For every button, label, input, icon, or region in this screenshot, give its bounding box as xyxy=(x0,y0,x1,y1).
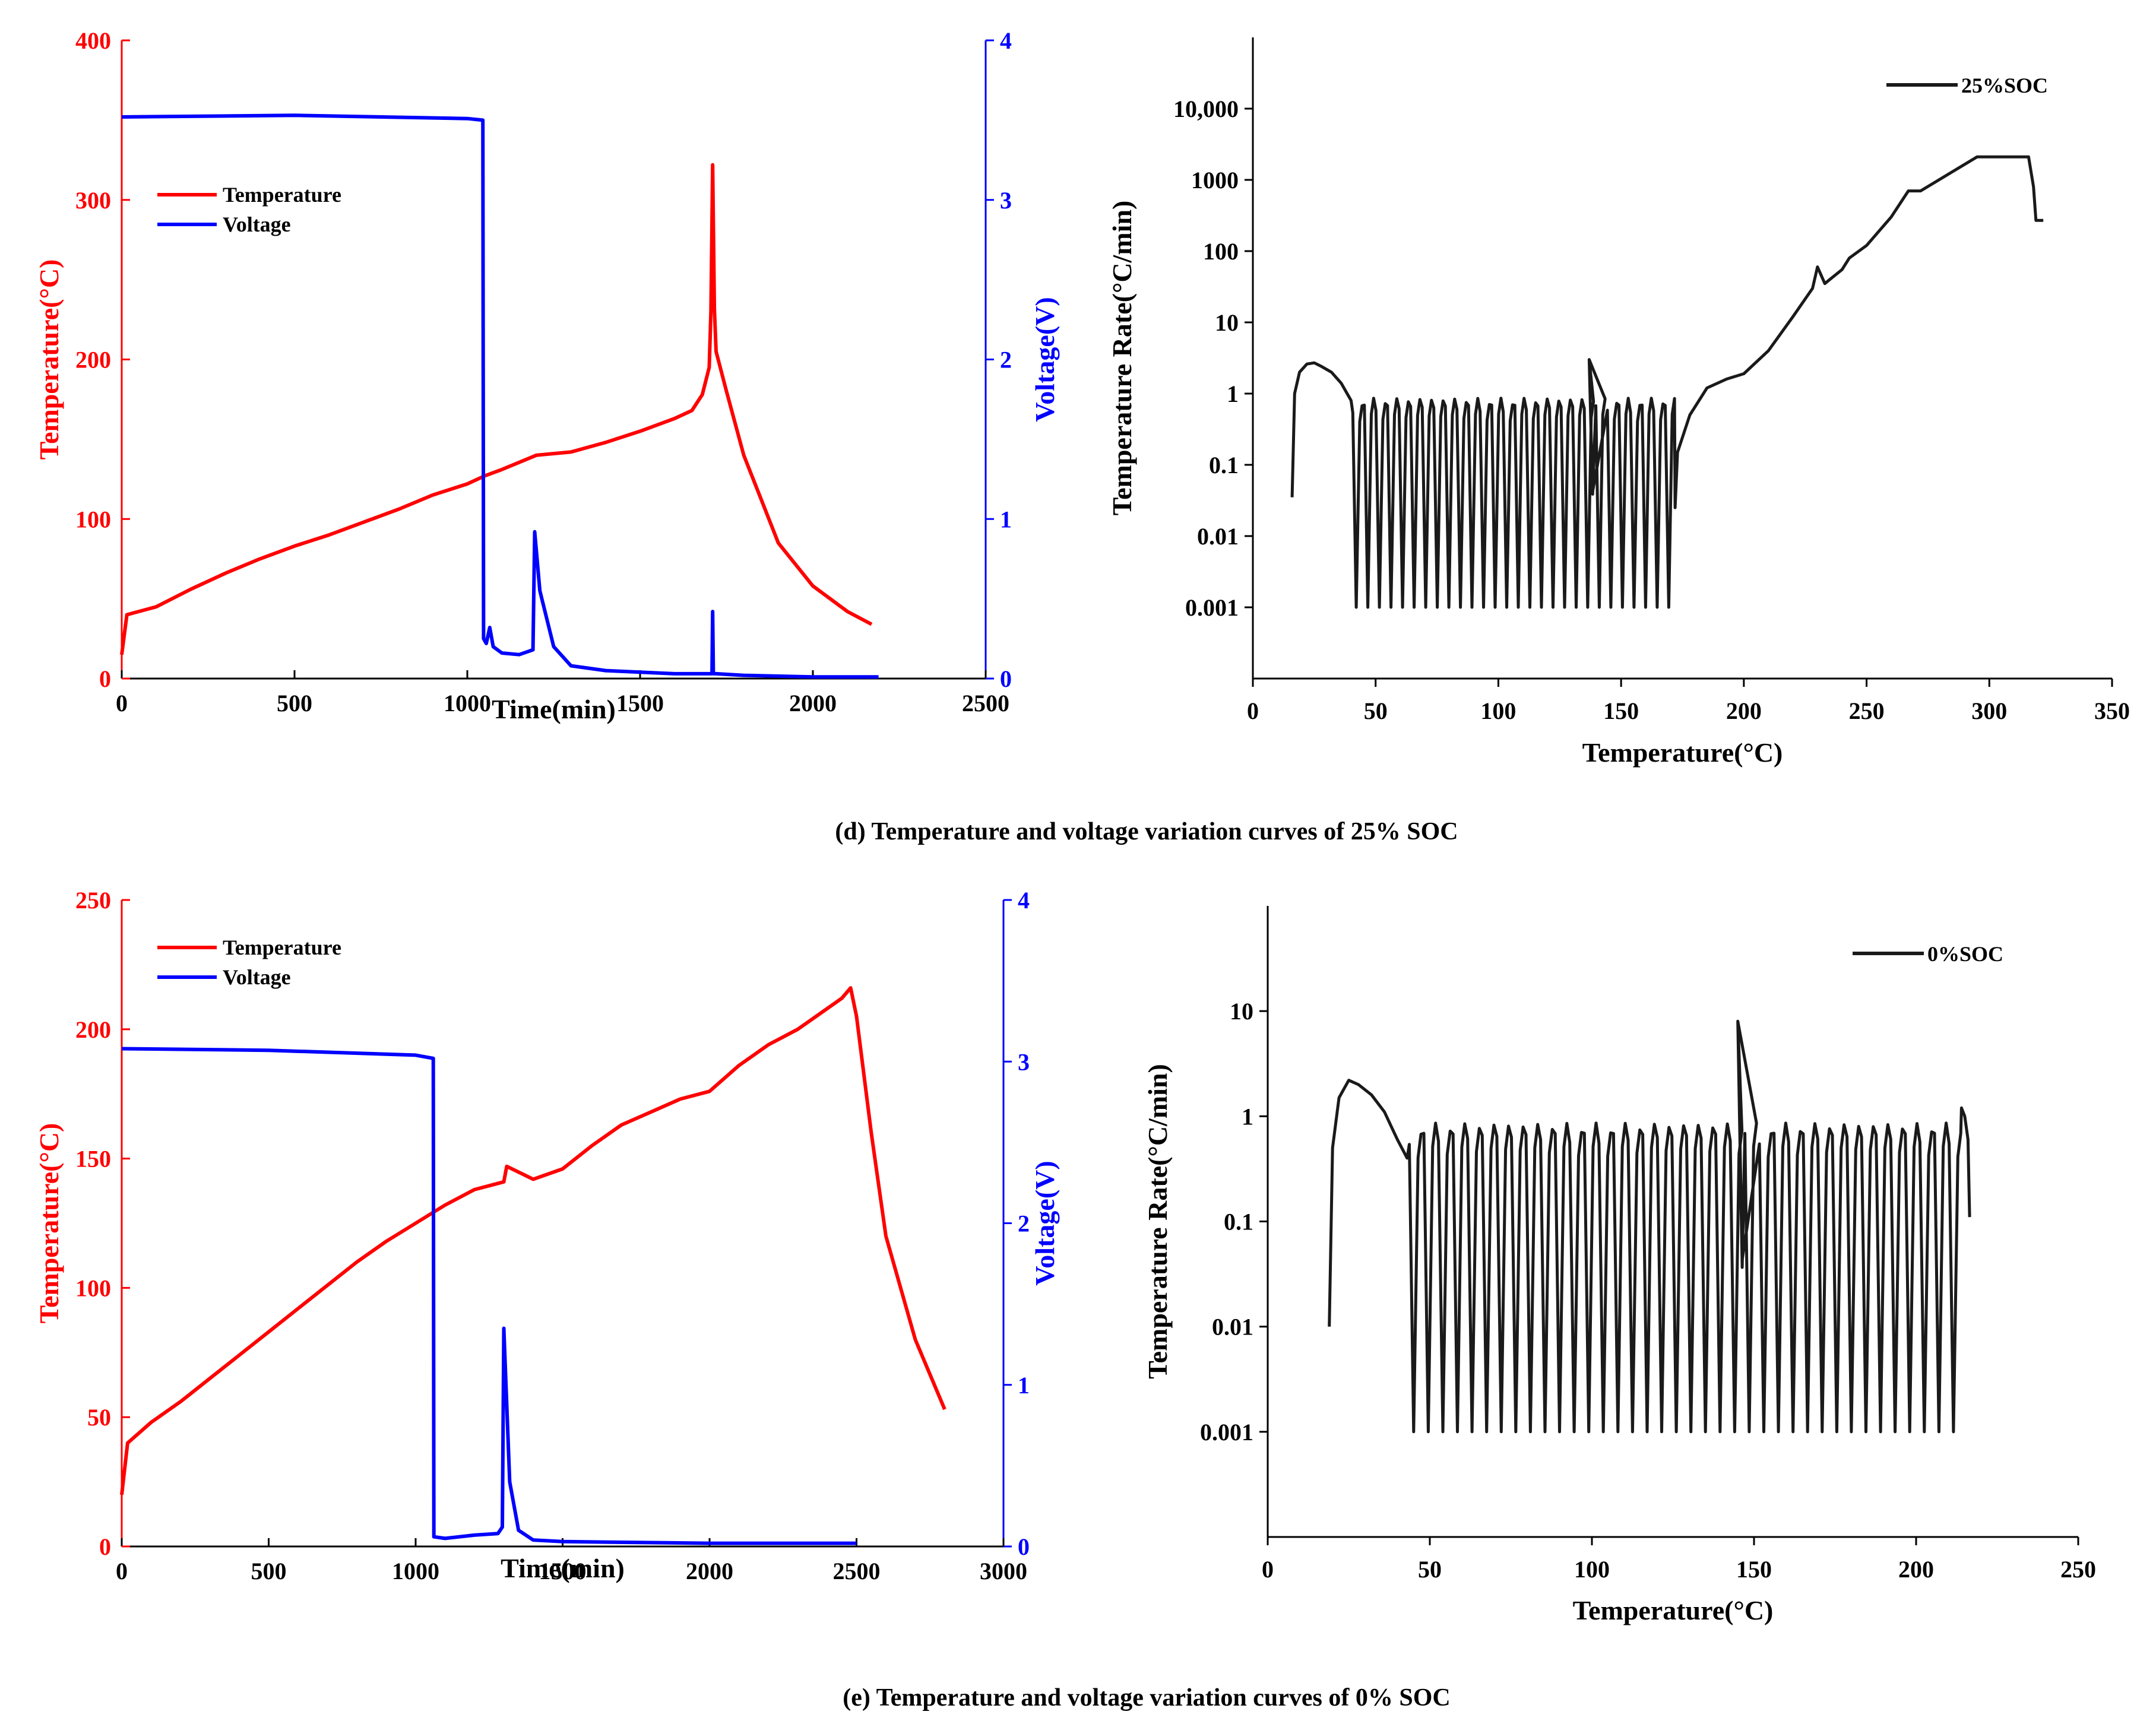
y2-tick-label: 3 xyxy=(1000,187,1012,214)
y2-axis-label: Voltage(V) xyxy=(1030,297,1060,421)
y-tick-label: 0.001 xyxy=(1185,594,1239,621)
x-tick-label: 0 xyxy=(1247,698,1259,724)
x-tick-label: 2000 xyxy=(686,1558,733,1584)
y-tick-label: 150 xyxy=(75,1146,111,1172)
y-tick-label: 100 xyxy=(75,1275,111,1301)
y-tick-label: 400 xyxy=(75,27,111,54)
x-tick-label: 200 xyxy=(1898,1556,1934,1583)
y-tick-label: 0.1 xyxy=(1209,452,1239,478)
y-tick-label: 1 xyxy=(1242,1103,1253,1130)
x-tick-label: 500 xyxy=(251,1558,287,1584)
x-tick-label: 1000 xyxy=(392,1558,439,1584)
x-tick-label: 1000 xyxy=(444,690,491,717)
legend-label: 0%SOC xyxy=(1927,942,2003,966)
x-tick-label: 300 xyxy=(1971,698,2007,724)
y2-tick-label: 0 xyxy=(1000,665,1012,692)
y-tick-label: 100 xyxy=(75,506,111,533)
x-axis-label: Time(min) xyxy=(492,694,616,724)
y-tick-label: 50 xyxy=(87,1404,111,1431)
x-tick-label: 3000 xyxy=(980,1558,1027,1584)
y-tick-label: 0 xyxy=(99,665,111,692)
x-tick-label: 150 xyxy=(1736,1556,1772,1583)
series-line-temperature xyxy=(120,986,946,1495)
y-tick-label: 10 xyxy=(1230,998,1253,1025)
y-tick-label: 0 xyxy=(99,1533,111,1560)
x-tick-label: 100 xyxy=(1480,698,1516,724)
legend-label: Voltage xyxy=(223,965,291,989)
x-tick-label: 2500 xyxy=(962,690,1009,717)
y-tick-label: 1 xyxy=(1227,381,1239,407)
y2-tick-label: 1 xyxy=(1000,506,1012,533)
x-tick-label: 0 xyxy=(1262,1556,1274,1583)
x-axis-label: Temperature(°C) xyxy=(1573,1595,1774,1625)
y-axis-label: Temperature Rate(°C/min) xyxy=(1142,1064,1173,1379)
series-line-temperature xyxy=(120,163,873,655)
x-tick-label: 350 xyxy=(2094,698,2130,724)
x-tick-label: 50 xyxy=(1418,1556,1442,1583)
panel-d-right: 0 50 100 150 200 250 300 350 10,000 1000 100 10 1 0.1… xyxy=(1107,37,2130,768)
legend-label: 25%SOC xyxy=(1961,74,2048,97)
y2-tick-label: 0 xyxy=(1018,1533,1030,1560)
x-tick-label: 50 xyxy=(1364,698,1388,724)
x-tick-label: 150 xyxy=(1603,698,1639,724)
y2-tick-label: 4 xyxy=(1018,887,1030,914)
caption-e: (e) Temperature and voltage variation cu… xyxy=(843,1684,1450,1712)
panel-e-right: 0 50 100 150 200 250 10 1 0.1 0.01 0.001 Temperatur… xyxy=(1142,906,2096,1625)
y-tick-label: 200 xyxy=(75,1016,111,1043)
y2-tick-label: 3 xyxy=(1018,1048,1030,1075)
x-tick-label: 1500 xyxy=(539,1558,587,1584)
legend-label: Temperature xyxy=(223,183,341,207)
y-tick-label: 0.01 xyxy=(1212,1314,1253,1340)
series-line-rate xyxy=(1290,155,2044,609)
y2-tick-label: 2 xyxy=(1000,347,1012,373)
y2-tick-label: 1 xyxy=(1018,1372,1030,1399)
y-tick-label: 10,000 xyxy=(1173,96,1239,122)
x-tick-label: 100 xyxy=(1574,1556,1610,1583)
legend-label: Temperature xyxy=(223,936,341,959)
y2-tick-label: 4 xyxy=(1000,27,1012,54)
y-tick-label: 250 xyxy=(75,887,111,914)
legend-label: Voltage xyxy=(223,213,291,236)
y-axis-label: Temperature(°C) xyxy=(34,259,64,460)
x-tick-label: 250 xyxy=(2060,1556,2096,1583)
y-axis-label: Temperature(°C) xyxy=(34,1123,64,1324)
x-tick-label: 2000 xyxy=(789,690,837,717)
series-line-voltage xyxy=(121,1047,857,1545)
x-tick-label: 0 xyxy=(116,690,128,717)
y-tick-label: 100 xyxy=(1203,238,1239,265)
x-tick-label: 1500 xyxy=(616,690,664,717)
series-line-voltage xyxy=(121,113,879,679)
series-line-rate xyxy=(1328,1019,1971,1434)
y-axis-label: Temperature Rate(°C/min) xyxy=(1107,201,1137,516)
y-tick-label: 0.1 xyxy=(1224,1209,1253,1235)
y-tick-label: 300 xyxy=(75,187,111,214)
y2-axis-label: Voltage(V) xyxy=(1030,1161,1060,1285)
x-tick-label: 500 xyxy=(277,690,312,717)
x-tick-label: 200 xyxy=(1726,698,1762,724)
panel-d-left: 0 500 1000 1500 2000 2500010020030040001234Ti… xyxy=(34,27,1060,724)
y-tick-label: 1000 xyxy=(1191,167,1239,194)
x-tick-label: 2500 xyxy=(833,1558,881,1584)
y-tick-label: 0.01 xyxy=(1197,523,1239,550)
y-tick-label: 10 xyxy=(1215,309,1239,336)
x-axis-label: Temperature(°C) xyxy=(1582,737,1783,768)
panel-e-left: 0 500 1000 1500 2000 2500 30000501001502002500… xyxy=(34,887,1060,1584)
y2-tick-label: 2 xyxy=(1018,1210,1030,1237)
x-tick-label: 250 xyxy=(1849,698,1885,724)
caption-d: (d) Temperature and voltage variation cu… xyxy=(835,818,1458,845)
y-tick-label: 200 xyxy=(75,347,111,373)
y-tick-label: 0.001 xyxy=(1200,1419,1253,1446)
x-axis-label: Time(min) xyxy=(501,1553,625,1583)
x-tick-label: 0 xyxy=(116,1558,128,1584)
